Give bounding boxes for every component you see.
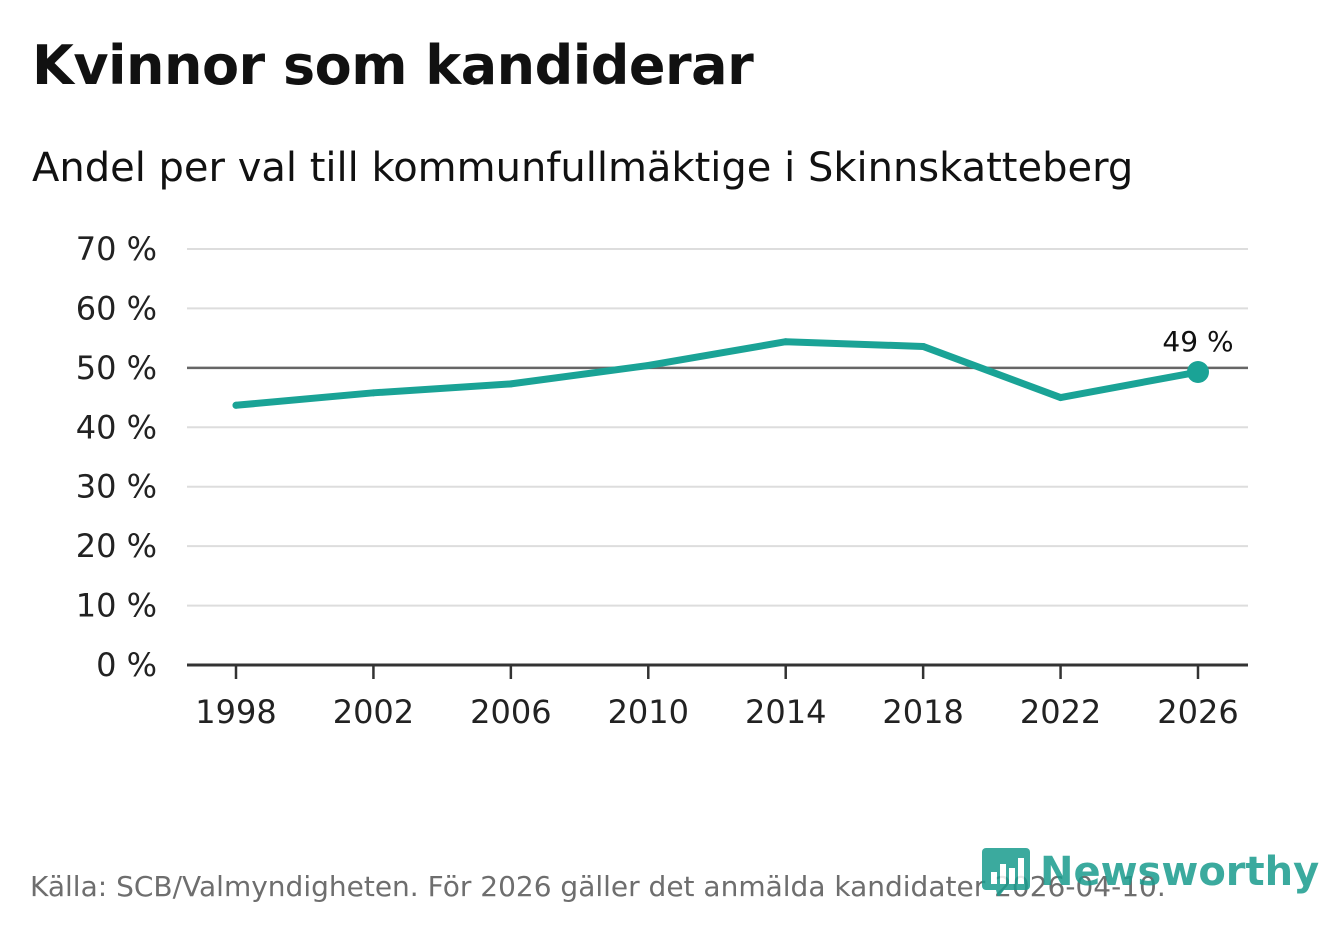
x-tick-label: 1998 — [195, 693, 276, 731]
y-tick-label: 20 % — [76, 527, 157, 565]
x-tick-label: 2022 — [1020, 693, 1101, 731]
bar-chart-logo-icon — [982, 848, 1030, 896]
chart-subtitle: Andel per val till kommunfullmäktige i S… — [32, 145, 1134, 191]
data-point — [644, 361, 652, 369]
y-tick-label: 70 % — [76, 230, 157, 268]
highlight-point — [1187, 361, 1209, 384]
y-tick-label: 0 % — [96, 646, 157, 684]
y-tick-label: 10 % — [76, 587, 157, 625]
x-tick-label: 2018 — [882, 693, 963, 731]
line-chart: 0 % 10 % 20 % 30 % 40 % 50 % 60 % 70 % 1998 2002 2… — [76, 230, 1248, 731]
y-tick-label: 30 % — [76, 468, 157, 506]
x-tick-label: 2010 — [608, 693, 689, 731]
y-tick-label: 50 % — [76, 349, 157, 387]
x-tick-label: 2014 — [745, 693, 826, 731]
data-point — [369, 389, 377, 397]
x-tick-label: 2002 — [333, 693, 414, 731]
data-point — [782, 338, 790, 346]
source-note: Källa: SCB/Valmyndigheten. För 2026 gäll… — [30, 870, 1166, 903]
brand-name: Newsworthy — [1040, 849, 1320, 895]
x-tick-label: 2006 — [470, 693, 551, 731]
y-tick-label: 60 % — [76, 289, 157, 327]
brand-logo: Newsworthy — [982, 848, 1319, 896]
data-point — [232, 401, 240, 409]
data-point — [507, 380, 515, 388]
x-tick-label: 2026 — [1157, 693, 1238, 731]
data-point — [919, 342, 927, 350]
series-line — [232, 338, 1202, 409]
chart-title: Kvinnor som kandiderar — [32, 34, 754, 97]
y-tick-label: 40 % — [76, 408, 157, 446]
data-point — [1057, 394, 1065, 402]
data-label-2026: 49 % — [1162, 325, 1233, 358]
